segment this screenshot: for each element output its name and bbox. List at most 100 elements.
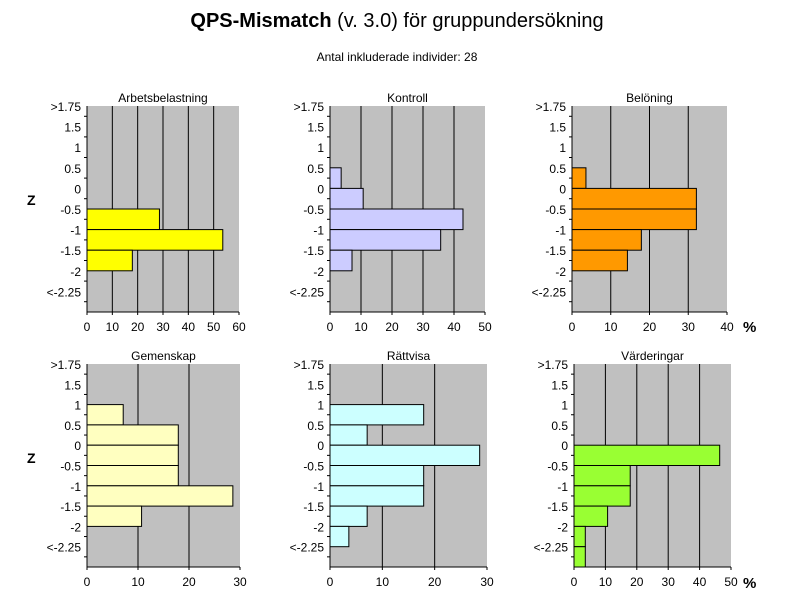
- y-tick-label: <-2.25: [290, 285, 325, 299]
- x-tick-label: 0: [327, 320, 334, 334]
- bar-0.5: [571, 167, 587, 189]
- chart-subtitle: Antal inkluderade individer: 28: [316, 50, 478, 64]
- y-tick-label: 1: [559, 141, 566, 155]
- y-tick-label: 0: [317, 439, 324, 453]
- y-tick-label: -2: [70, 520, 81, 534]
- y-tick-label: -1: [557, 480, 568, 494]
- y-tick-label: <-2.25: [47, 541, 82, 555]
- x-tick-label: 30: [682, 320, 696, 334]
- bar--0.5: [86, 208, 160, 231]
- bar--1.5: [86, 505, 143, 527]
- y-tick-label: 1: [317, 141, 324, 155]
- chart-title-main: QPS-Mismatch: [190, 10, 332, 32]
- x-tick-label: 20: [428, 575, 442, 589]
- x-tick-label: 30: [156, 320, 170, 334]
- y-tick-label: -0.5: [60, 460, 81, 474]
- y-tick-label: -1: [313, 224, 324, 238]
- bar-1: [86, 404, 124, 426]
- y-tick-label: 0.5: [307, 162, 324, 176]
- bar-<-2.25: [573, 546, 586, 568]
- bar-0: [329, 187, 364, 210]
- bar--1: [329, 485, 425, 507]
- y-tick-label: -1: [70, 224, 81, 238]
- y-tick-label: -1.5: [303, 244, 324, 258]
- y-tick-label: 0.5: [64, 162, 81, 176]
- y-tick-label: 0.5: [549, 162, 566, 176]
- x-tick-label: 30: [416, 320, 430, 334]
- bar--2: [573, 525, 586, 548]
- bar--0.5: [571, 208, 697, 231]
- y-tick-label: <-2.25: [534, 541, 569, 555]
- bar--0.5: [329, 465, 425, 487]
- chart-panel-1: >1.75 1.5 1 0.5 0 -0.5 -1 -1.5 -2 <-2.25 0 10 20 30 40…: [47, 91, 246, 334]
- y-tick-label: -1: [70, 480, 81, 494]
- y-tick-label: >1.75: [51, 358, 82, 372]
- x-tick-label: 0: [84, 320, 91, 334]
- y-tick-label: 0: [561, 439, 568, 453]
- bar-0.5: [329, 167, 342, 189]
- x-tick-label: 40: [447, 320, 461, 334]
- bar--1.5: [86, 249, 133, 272]
- panel-title: Kontroll: [387, 91, 428, 105]
- chart-panel-2: >1.75 1.5 1 0.5 0 -0.5 -1 -1.5 -2 <-2.25 0 10 20 30 40…: [290, 91, 492, 334]
- y-tick-label: 0: [74, 182, 81, 196]
- y-tick-label: 0: [74, 439, 81, 453]
- bar--1.5: [329, 249, 353, 272]
- bar--1.5: [571, 249, 628, 272]
- bar--0.5: [573, 465, 631, 487]
- y-tick-label: -1.5: [545, 244, 566, 258]
- bar--0.5: [86, 465, 179, 487]
- bar--1: [571, 229, 642, 251]
- y-tick-label: 0: [559, 182, 566, 196]
- y-tick-label: <-2.25: [47, 285, 82, 299]
- panel-title: Värderingar: [621, 349, 684, 363]
- x-tick-label: 0: [84, 575, 91, 589]
- bar-0.5: [86, 424, 179, 446]
- panel-title: Gemenskap: [131, 349, 196, 363]
- x-tick-label: 10: [599, 575, 613, 589]
- panel-title: Rättvisa: [387, 349, 431, 363]
- y-tick-label: >1.75: [294, 358, 325, 372]
- y-tick-label: -1.5: [60, 500, 81, 514]
- x-tick-label: 30: [662, 575, 676, 589]
- chart-panel-5: >1.75 1.5 1 0.5 0 -0.5 -1 -1.5 -2 <-2.25 0 10 20 30 Rä…: [290, 349, 494, 589]
- bar--1: [86, 485, 234, 507]
- x-tick-label: 40: [182, 320, 196, 334]
- y-tick-label: -1.5: [60, 244, 81, 258]
- x-tick-label: 10: [106, 320, 120, 334]
- x-tick-label: 40: [720, 320, 734, 334]
- y-tick-label: 1.5: [307, 121, 324, 135]
- y-tick-label: -1: [313, 480, 324, 494]
- y-tick-label: -0.5: [60, 203, 81, 217]
- bar-0: [86, 444, 179, 467]
- y-tick-label: 1.5: [64, 378, 81, 392]
- y-tick-label: 0.5: [64, 419, 81, 433]
- y-tick-label: -2: [313, 265, 324, 279]
- y-tick-label: <-2.25: [532, 285, 567, 299]
- chart-title-rest: (v. 3.0) för gruppundersökning: [331, 10, 604, 32]
- x-tick-label: 60: [232, 320, 246, 334]
- y-tick-label: >1.75: [51, 100, 82, 114]
- panel-title: Belöning: [626, 91, 673, 105]
- x-tick-label: 40: [693, 575, 707, 589]
- y-tick-label: -0.5: [303, 203, 324, 217]
- y-tick-label: >1.75: [536, 100, 567, 114]
- x-tick-label: 10: [131, 575, 145, 589]
- x-tick-label: 20: [643, 320, 657, 334]
- bar-0: [573, 444, 721, 467]
- y-tick-label: 1.5: [307, 378, 324, 392]
- y-tick-label: 1.5: [551, 378, 568, 392]
- chart-title: QPS-Mismatch (v. 3.0) för gruppundersökn…: [0, 10, 794, 33]
- y-tick-label: <-2.25: [290, 541, 325, 555]
- y-tick-label: 1: [561, 399, 568, 413]
- bar--1: [86, 229, 224, 251]
- y-tick-label: 0.5: [551, 419, 568, 433]
- y-tick-label: -0.5: [303, 460, 324, 474]
- x-tick-label: 10: [376, 575, 390, 589]
- percent-label-bottom: %: [743, 575, 757, 592]
- z-axis-label-bottom: Z: [27, 450, 36, 466]
- y-tick-label: 1: [74, 399, 81, 413]
- y-tick-label: -0.5: [545, 203, 566, 217]
- y-tick-label: -2: [70, 265, 81, 279]
